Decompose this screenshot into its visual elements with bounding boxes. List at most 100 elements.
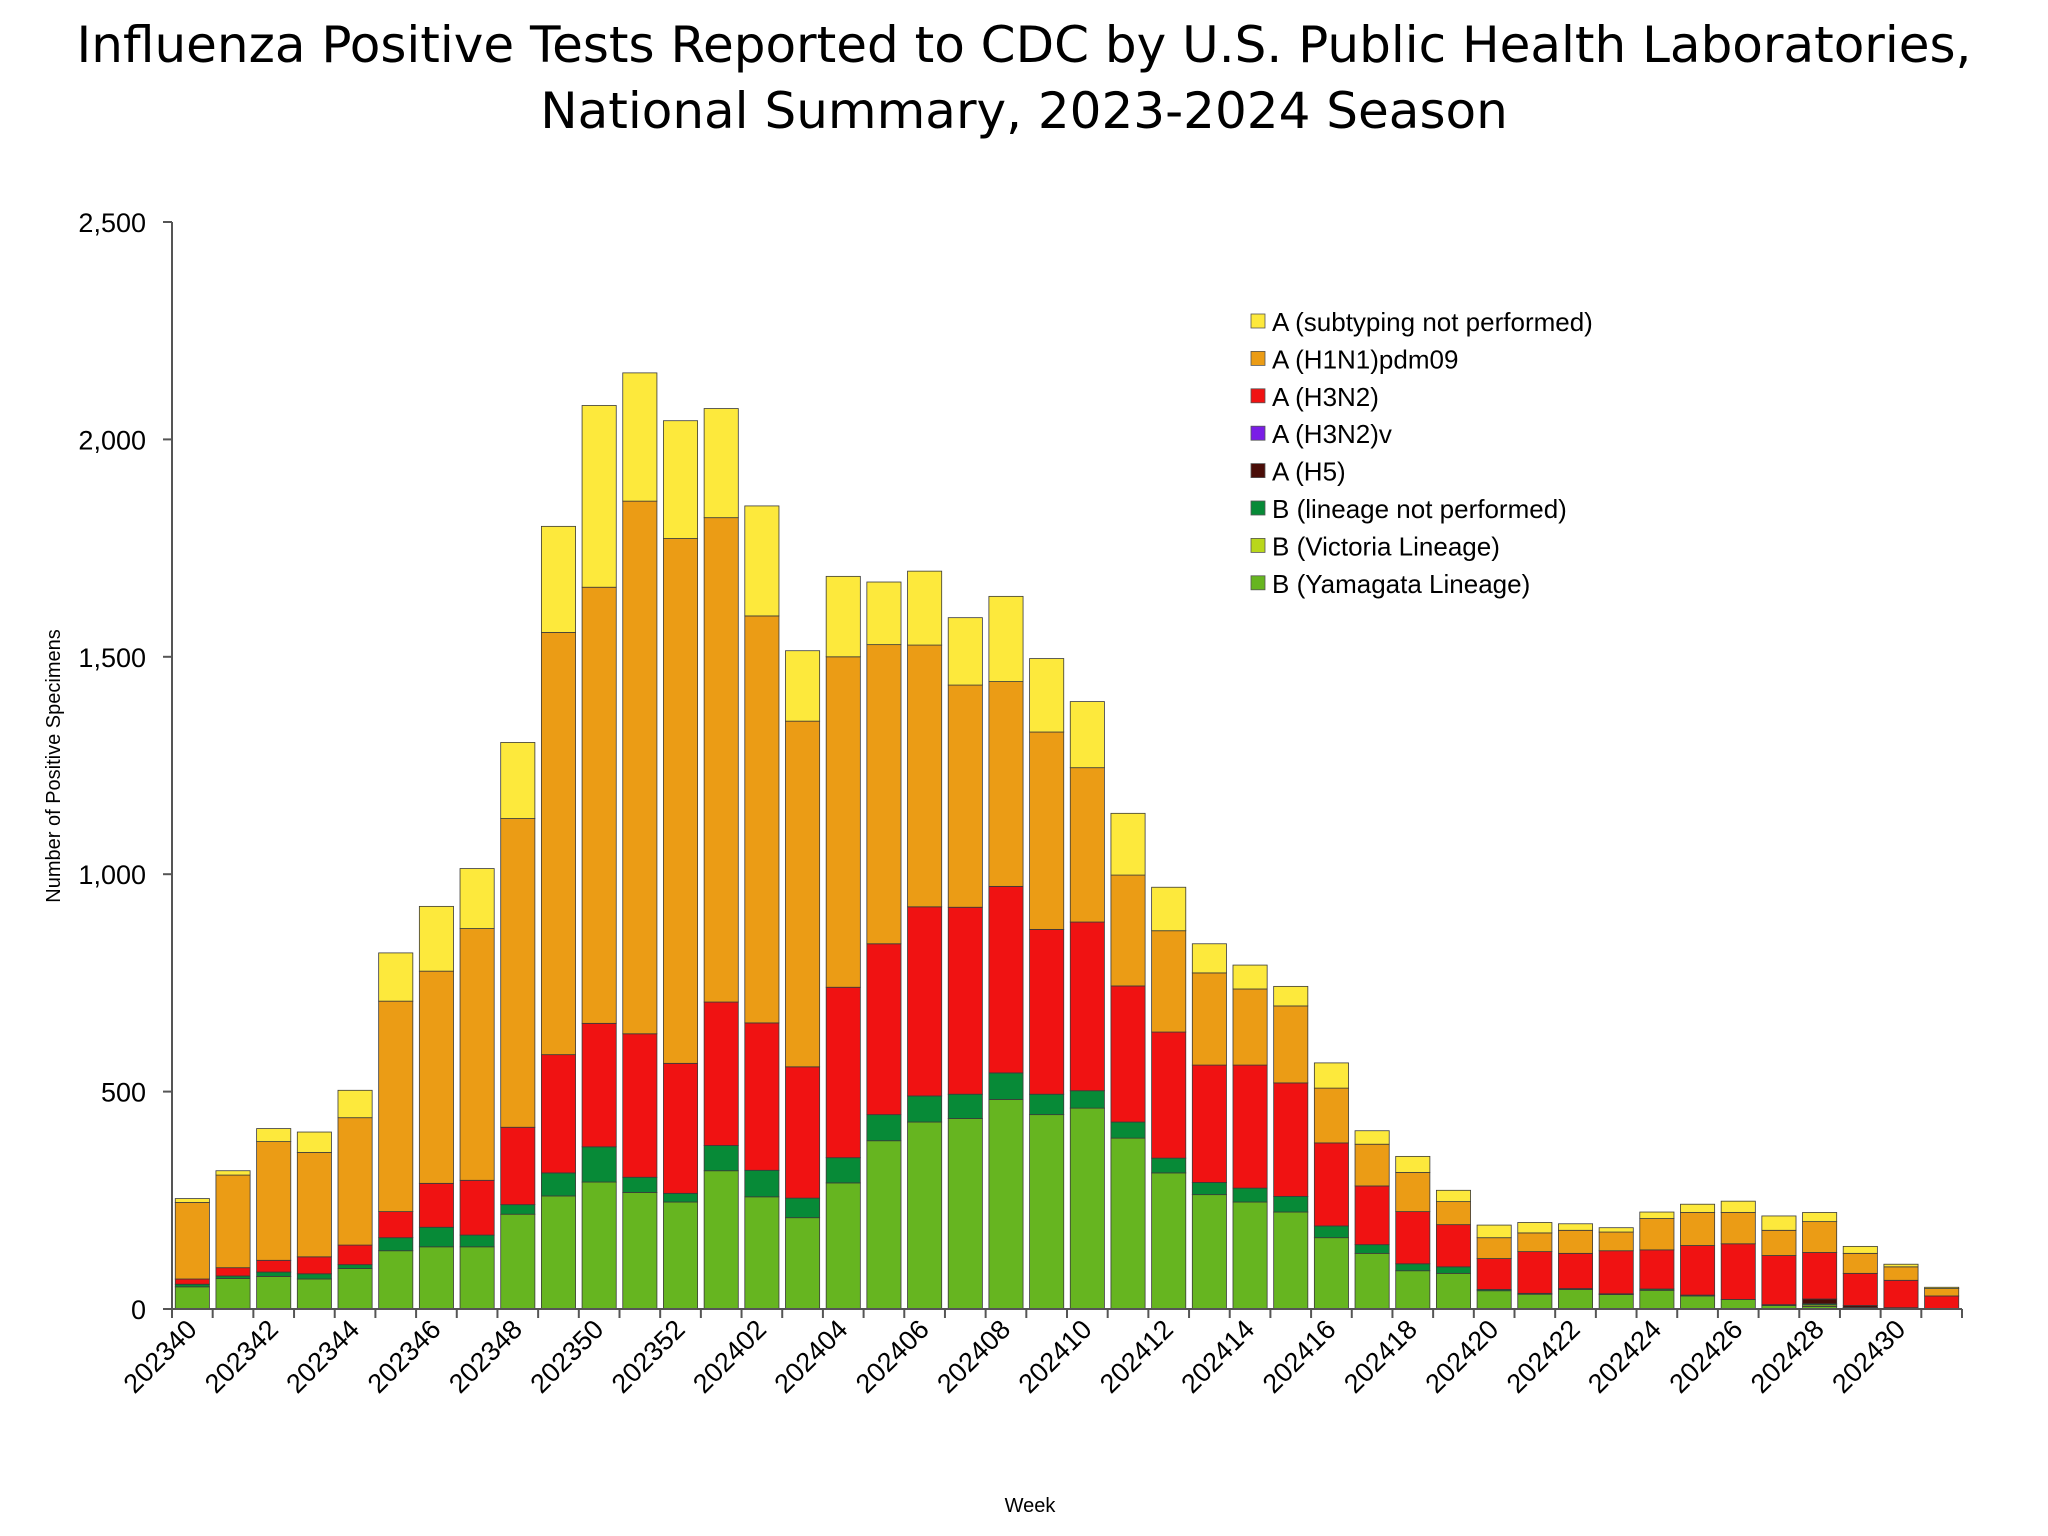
bar-segment-202410-a-h1n1-pdm09 (1069, 767, 1105, 923)
bar-segment-202422-a-h1n1-pdm09 (1558, 1229, 1594, 1254)
x-tick-label: 202352 (606, 1314, 691, 1399)
bar-segment-202431-a-h3n2- (1924, 1295, 1960, 1309)
bar-segment-202408-b-yamagata-lineage- (988, 1099, 1024, 1310)
bar-segment-202346-b-yamagata-lineage- (418, 1246, 454, 1310)
bar-segment-202407-a-h1n1-pdm09 (947, 684, 983, 908)
bar-segment-202401-b-lineage-not-performed- (703, 1145, 739, 1172)
x-tick-label: 202430 (1826, 1314, 1911, 1399)
bar-segment-202346-a-h1n1-pdm09 (418, 970, 454, 1184)
bar-segment-202409-b-lineage-not-performed- (1029, 1093, 1065, 1116)
bar-segment-202427-a-h1n1-pdm09 (1761, 1229, 1797, 1256)
bar-segment-202342-a-h3n2- (256, 1259, 292, 1273)
bar-segment-202410-a-subtyping-not-performed- (1069, 701, 1105, 769)
bar-segment-202352-b-yamagata-lineage- (663, 1201, 699, 1310)
bar-segment-202347-a-h3n2- (459, 1179, 495, 1236)
bar-segment-202414-b-yamagata-lineage- (1232, 1201, 1268, 1310)
bar-segment-202424-a-subtyping-not-performed- (1639, 1211, 1675, 1219)
bar-segment-202343-a-h1n1-pdm09 (296, 1152, 332, 1258)
x-tick-label: 202428 (1745, 1314, 1830, 1399)
bar-segment-202419-a-subtyping-not-performed- (1435, 1189, 1471, 1203)
bar-segment-202412-a-h3n2- (1151, 1031, 1187, 1159)
bar-segment-202421-b-yamagata-lineage- (1517, 1293, 1553, 1310)
x-tick-label: 202344 (280, 1314, 365, 1399)
bar-segment-202344-a-h3n2- (337, 1244, 373, 1266)
legend-swatch (1250, 313, 1266, 329)
bar-segment-202341-b-yamagata-lineage- (215, 1278, 251, 1310)
bar-segment-202350-b-yamagata-lineage- (581, 1181, 617, 1310)
bar-segment-202426-b-yamagata-lineage- (1720, 1299, 1756, 1310)
bar-segment-202409-b-yamagata-lineage- (1029, 1114, 1065, 1310)
x-tick-label: 202408 (931, 1314, 1016, 1399)
bar-segment-202351-b-yamagata-lineage- (622, 1192, 658, 1310)
bar-segment-202426-a-h1n1-pdm09 (1720, 1212, 1756, 1245)
bar-segment-202411-b-yamagata-lineage- (1110, 1137, 1146, 1310)
bar-segment-202418-b-lineage-not-performed- (1395, 1263, 1431, 1272)
bar-segment-202346-a-subtyping-not-performed- (418, 905, 454, 972)
bar-segment-202344-a-subtyping-not-performed- (337, 1089, 373, 1119)
x-tick-label: 202404 (769, 1314, 854, 1399)
legend-label: B (lineage not performed) (1272, 494, 1567, 524)
bar-segment-202423-b-yamagata-lineage- (1598, 1293, 1634, 1310)
bar-segment-202345-b-lineage-not-performed- (378, 1237, 414, 1252)
x-tick-label: 202416 (1257, 1314, 1342, 1399)
bar-segment-202408-a-h3n2- (988, 885, 1024, 1074)
bar-segment-202344-a-h1n1-pdm09 (337, 1117, 373, 1246)
bar-segment-202348-a-subtyping-not-performed- (500, 742, 536, 819)
bar-segment-202412-a-h1n1-pdm09 (1151, 930, 1187, 1033)
legend-label: A (H3N2)v (1272, 419, 1392, 449)
bar-segment-202414-a-subtyping-not-performed- (1232, 964, 1268, 990)
bar-segment-202404-b-yamagata-lineage- (825, 1182, 861, 1310)
bar-segment-202420-a-h1n1-pdm09 (1476, 1237, 1512, 1259)
legend-swatch (1250, 500, 1266, 516)
x-axis-title: Week (1005, 1495, 1057, 1517)
bar-segment-202406-a-subtyping-not-performed- (907, 570, 943, 646)
x-tick-label: 202348 (443, 1314, 528, 1399)
bar-segment-202418-a-h3n2- (1395, 1211, 1431, 1265)
bar-segment-202407-b-lineage-not-performed- (947, 1093, 983, 1119)
bar-segment-202404-a-subtyping-not-performed- (825, 575, 861, 658)
bar-segment-202401-b-yamagata-lineage- (703, 1170, 739, 1310)
bar-segment-202345-b-yamagata-lineage- (378, 1250, 414, 1310)
bar-segment-202405-b-yamagata-lineage- (866, 1140, 902, 1310)
legend-swatch (1250, 463, 1266, 479)
bar-segment-202404-b-lineage-not-performed- (825, 1157, 861, 1184)
bar-segment-202415-a-subtyping-not-performed- (1273, 985, 1309, 1007)
y-tick-label: 2,500 (78, 208, 146, 238)
bar-segment-202340-b-yamagata-lineage- (174, 1286, 210, 1310)
bar-segment-202404-a-h3n2- (825, 986, 861, 1159)
bar-segment-202412-b-lineage-not-performed- (1151, 1157, 1187, 1174)
bar-segment-202347-a-h1n1-pdm09 (459, 928, 495, 1181)
bar-segment-202352-a-h1n1-pdm09 (663, 538, 699, 1064)
legend-swatch (1250, 388, 1266, 404)
bar-segment-202422-b-yamagata-lineage- (1558, 1289, 1594, 1310)
bar-segment-202419-b-yamagata-lineage- (1435, 1272, 1471, 1310)
bar-segment-202431-a-h1n1-pdm09 (1924, 1288, 1960, 1297)
bar-segment-202407-b-yamagata-lineage- (947, 1118, 983, 1310)
bar-segment-202420-a-subtyping-not-performed- (1476, 1224, 1512, 1239)
bar-segment-202410-b-lineage-not-performed- (1069, 1090, 1105, 1109)
bar-segment-202414-b-lineage-not-performed- (1232, 1187, 1268, 1203)
bar-segment-202348-a-h1n1-pdm09 (500, 818, 536, 1128)
bar-segment-202411-a-h3n2- (1110, 985, 1146, 1123)
bar-segment-202405-a-h3n2- (866, 943, 902, 1116)
bar-segment-202402-a-h3n2- (744, 1022, 780, 1171)
chart-title-line2: National Summary, 2023-2024 Season (540, 82, 1508, 140)
bar-segment-202428-a-h3n2- (1802, 1252, 1838, 1300)
bar-segment-202350-a-h1n1-pdm09 (581, 586, 617, 1024)
x-tick-label: 202350 (524, 1314, 609, 1399)
bar-segment-202407-a-subtyping-not-performed- (947, 617, 983, 686)
bar-segment-202409-a-h3n2- (1029, 929, 1065, 1095)
legend-swatch (1250, 350, 1266, 366)
bar-segment-202345-a-subtyping-not-performed- (378, 952, 414, 1002)
bar-segment-202350-b-lineage-not-performed- (581, 1146, 617, 1183)
bar-segment-202349-a-h1n1-pdm09 (540, 632, 576, 1056)
bar-segment-202425-a-subtyping-not-performed- (1680, 1203, 1716, 1213)
bar-segment-202415-b-yamagata-lineage- (1273, 1211, 1309, 1310)
bar-segment-202347-a-subtyping-not-performed- (459, 868, 495, 929)
bar-segment-202429-a-subtyping-not-performed- (1842, 1245, 1878, 1254)
bar-segment-202406-b-yamagata-lineage- (907, 1121, 943, 1310)
bar-segment-202414-a-h1n1-pdm09 (1232, 988, 1268, 1066)
bar-segment-202430-a-h1n1-pdm09 (1883, 1266, 1919, 1281)
bar-segment-202405-a-subtyping-not-performed- (866, 581, 902, 646)
bar-segment-202344-b-yamagata-lineage- (337, 1268, 373, 1310)
